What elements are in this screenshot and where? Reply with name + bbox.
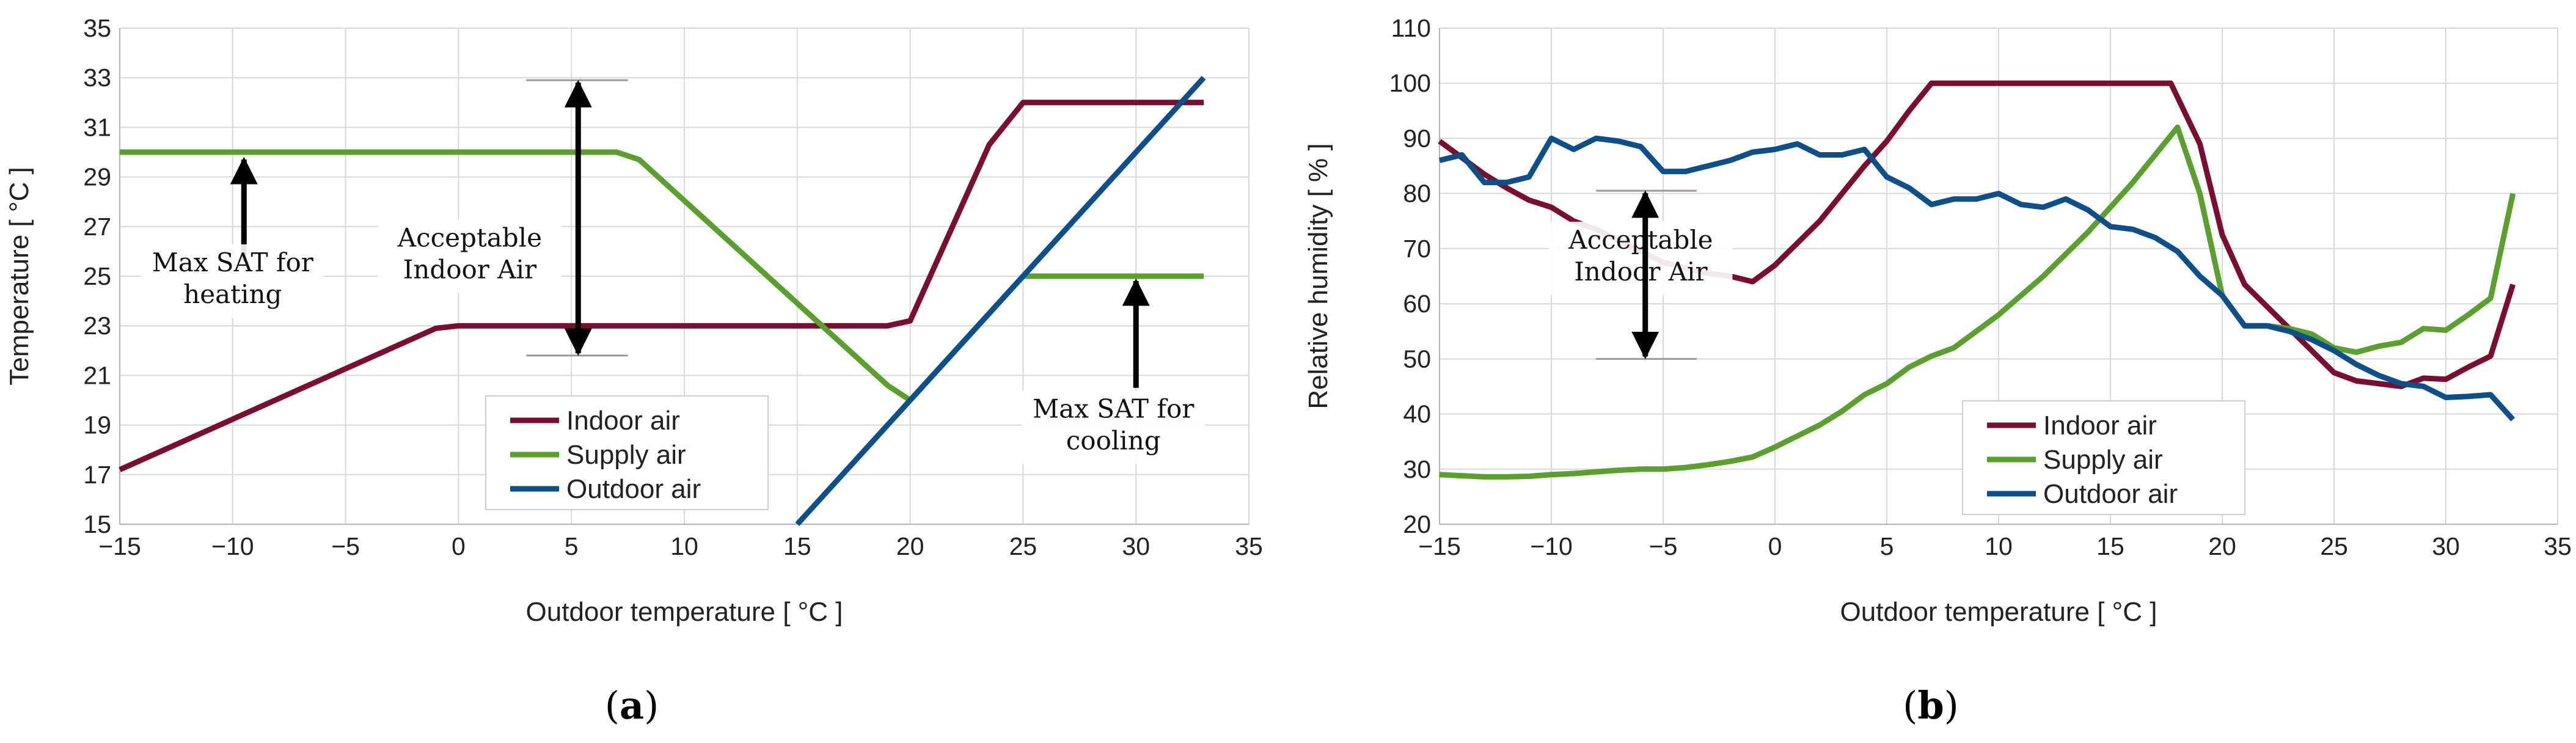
x-tick-label: 20 xyxy=(2208,532,2236,560)
chart-panel-b: −15 −10 −5 0 5 10 15 20 25 30 35 20 30 40 50 60 70 80 90 10… xyxy=(1303,14,2572,728)
annotation-background xyxy=(141,244,324,318)
chart-panel-a: −15 −10 −5 0 5 10 15 20 25 30 35 15 17 19 21 23 25 27 29 31… xyxy=(4,14,1263,728)
legend: Indoor air Supply air Outdoor air xyxy=(485,395,769,510)
y-tick-label: 31 xyxy=(83,113,111,141)
annotation-background xyxy=(378,219,562,293)
series-line-outdoor-air xyxy=(1438,135,2516,422)
y-tick-label: 20 xyxy=(1403,510,1431,538)
legend-entry: Indoor air xyxy=(2043,411,2157,441)
y-tick-label: 15 xyxy=(83,510,111,538)
y-axis-label: Temperature [ °C ] xyxy=(4,167,34,386)
y-tick-label: 100 xyxy=(1389,69,1431,97)
annotation-text: Max SAT for xyxy=(152,247,314,277)
legend: Indoor air Supply air Outdoor air xyxy=(1962,400,2245,515)
legend-entry: Outdoor air xyxy=(566,474,701,504)
annotation-text: Indoor Air xyxy=(403,254,537,284)
annotation-text: heating xyxy=(183,279,282,309)
y-tick-label: 110 xyxy=(1391,14,1431,42)
legend-entry: Indoor air xyxy=(566,406,680,436)
x-tick-label: 10 xyxy=(1985,532,2013,560)
x-axis-label: Outdoor temperature [ °C ] xyxy=(526,597,843,627)
annotation-text: Indoor Air xyxy=(1574,257,1708,287)
y-tick-label: 30 xyxy=(1403,455,1431,483)
panel-caption: (b) xyxy=(1903,683,1959,728)
annotation-text: Max SAT for xyxy=(1033,393,1195,423)
y-tick-label: 21 xyxy=(83,361,111,389)
x-tick-label: 15 xyxy=(2096,532,2124,560)
legend-entry: Supply air xyxy=(566,440,686,470)
annotation-text: Acceptable xyxy=(1568,225,1713,255)
x-tick-label: 15 xyxy=(783,532,811,560)
y-tick-label: 35 xyxy=(83,14,111,42)
series-line-indoor-air xyxy=(119,100,1204,472)
x-tick-label: −15 xyxy=(98,532,141,560)
y-tick-label: 90 xyxy=(1403,124,1431,152)
y-tick-label: 27 xyxy=(83,213,111,241)
x-tick-label: 10 xyxy=(670,532,698,560)
panel-caption: (a) xyxy=(605,683,659,728)
legend-entry: Supply air xyxy=(2043,445,2163,475)
y-tick-label: 60 xyxy=(1403,290,1431,318)
x-tick-label: 30 xyxy=(2432,532,2460,560)
x-tick-label: −10 xyxy=(1530,532,1573,560)
series-line-outdoor-air xyxy=(795,76,1206,527)
x-tick-label: −5 xyxy=(331,532,360,560)
x-tick-label: 35 xyxy=(1235,532,1263,560)
x-tick-label: 5 xyxy=(1880,532,1894,560)
x-tick-label: 25 xyxy=(2320,532,2348,560)
x-tick-label: −15 xyxy=(1418,532,1461,560)
y-tick-label: 80 xyxy=(1403,180,1431,208)
x-tick-label: 30 xyxy=(1122,532,1150,560)
y-tick-label: 33 xyxy=(83,64,111,92)
x-tick-label: 35 xyxy=(2544,532,2572,560)
x-tick-label: −10 xyxy=(211,532,254,560)
y-tick-label: 50 xyxy=(1403,345,1431,373)
annotation-text: cooling xyxy=(1066,425,1161,455)
annotation-text: Acceptable xyxy=(397,222,542,252)
legend-entry: Outdoor air xyxy=(2043,479,2178,509)
x-tick-label: 0 xyxy=(452,532,466,560)
y-tick-label: 70 xyxy=(1403,235,1431,263)
x-tick-label: 25 xyxy=(1009,532,1037,560)
y-tick-label: 25 xyxy=(83,262,111,290)
y-tick-label: 19 xyxy=(83,411,111,439)
x-tick-label: 20 xyxy=(896,532,924,560)
x-tick-label: 5 xyxy=(565,532,579,560)
x-tick-label: 0 xyxy=(1768,532,1782,560)
y-tick-label: 29 xyxy=(83,163,111,191)
x-axis-label: Outdoor temperature [ °C ] xyxy=(1840,597,2157,627)
y-tick-label: 23 xyxy=(83,312,111,340)
y-tick-label: 17 xyxy=(83,461,111,489)
y-axis-label: Relative humidity [ % ] xyxy=(1303,143,1333,409)
y-tick-label: 40 xyxy=(1403,400,1431,428)
x-tick-label: −5 xyxy=(1649,532,1678,560)
annotation-background xyxy=(1022,390,1206,464)
